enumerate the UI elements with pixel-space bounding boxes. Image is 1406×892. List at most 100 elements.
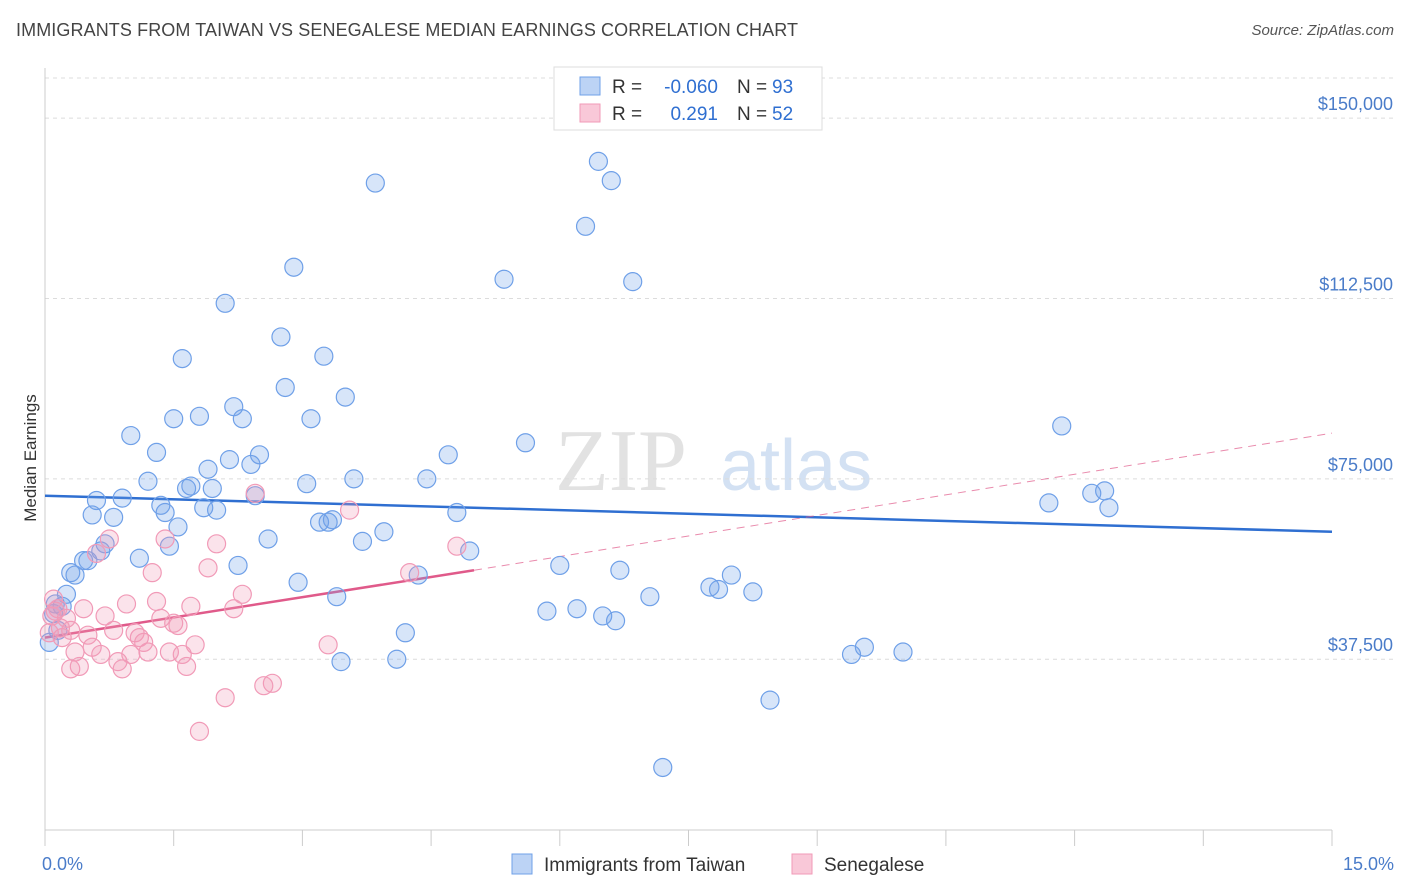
taiwan-point xyxy=(327,587,347,607)
taiwan-point xyxy=(653,757,673,778)
senegalese-point xyxy=(43,589,64,609)
legend-n-label-senegalese: N = xyxy=(737,104,767,125)
taiwan-point xyxy=(155,502,175,523)
senegalese-point xyxy=(185,635,205,655)
bottom-legend-label-senegalese: Senegalese xyxy=(824,855,924,876)
taiwan-point xyxy=(417,469,437,489)
taiwan-point xyxy=(86,490,107,511)
taiwan-point xyxy=(181,476,201,496)
taiwan-point xyxy=(314,346,334,366)
senegalese-point xyxy=(189,721,210,741)
senegalese-point xyxy=(151,608,171,628)
taiwan-point xyxy=(112,488,132,508)
taiwan-point xyxy=(721,565,742,585)
senegalese-point xyxy=(339,500,360,520)
taiwan-point xyxy=(146,442,167,463)
watermark-zip: ZIP xyxy=(555,413,687,510)
senegalese-point xyxy=(172,644,192,665)
legend-r-value-taiwan: -0.060 xyxy=(664,77,718,98)
taiwan-point xyxy=(301,409,321,429)
taiwan-point xyxy=(593,606,613,626)
legend-r-value-senegalese: 0.291 xyxy=(670,104,718,125)
taiwan-point xyxy=(537,601,557,621)
taiwan-point xyxy=(515,433,536,453)
taiwan-trend-line xyxy=(44,494,1333,534)
taiwan-point xyxy=(1095,481,1115,501)
taiwan-point xyxy=(104,507,124,527)
taiwan-point xyxy=(352,531,373,551)
taiwan-point xyxy=(395,623,415,643)
taiwan-point xyxy=(1099,498,1119,518)
taiwan-point xyxy=(387,649,407,669)
senegalese-trend-extension xyxy=(473,432,1333,571)
legend-swatch-taiwan xyxy=(579,76,601,96)
senegalese-point xyxy=(95,606,115,626)
taiwan-point xyxy=(893,642,913,662)
senegalese-point xyxy=(215,688,235,708)
senegalese-point xyxy=(74,599,94,619)
senegalese-point xyxy=(155,529,175,549)
taiwan-point xyxy=(249,445,270,465)
legend-box: R = -0.060 N = 93 R = 0.291 N = 52 xyxy=(553,66,823,131)
senegalese-point xyxy=(134,632,154,653)
senegalese-point xyxy=(400,563,420,583)
taiwan-point xyxy=(460,541,480,561)
senegalese-point xyxy=(447,536,467,556)
taiwan-point xyxy=(271,327,291,347)
taiwan-point xyxy=(588,151,609,171)
taiwan-point xyxy=(202,478,222,499)
taiwan-point xyxy=(56,584,77,604)
legend-n-label-taiwan: N = xyxy=(737,77,767,98)
senegalese-trend-line xyxy=(44,569,475,639)
senegalese-point xyxy=(61,659,81,679)
taiwan-point xyxy=(335,387,355,407)
y-axis-label: Median Earnings xyxy=(21,394,40,522)
taiwan-point xyxy=(138,471,158,491)
senegalese-point xyxy=(176,656,197,677)
taiwan-point xyxy=(344,469,364,489)
taiwan-point xyxy=(494,269,514,289)
taiwan-point xyxy=(605,611,626,631)
senegalese-point xyxy=(232,584,252,604)
taiwan-point xyxy=(438,445,458,465)
taiwan-point xyxy=(275,377,295,398)
source-label: Source: ZipAtlas.com xyxy=(1251,22,1394,39)
bottom-legend: Immigrants from Taiwan Senegalese xyxy=(511,853,924,876)
taiwan-point xyxy=(601,171,621,191)
taiwan-point xyxy=(322,510,343,530)
axes xyxy=(44,68,1333,846)
taiwan-point xyxy=(129,548,149,568)
taiwan-point xyxy=(168,517,188,537)
senegalese-point xyxy=(181,596,201,616)
taiwan-point xyxy=(854,637,874,657)
senegalese-point xyxy=(198,558,218,578)
senegalese-point xyxy=(112,659,132,679)
taiwan-point xyxy=(232,409,252,429)
taiwan-point xyxy=(207,500,227,520)
senegalese-point xyxy=(207,534,227,554)
taiwan-point xyxy=(610,560,630,580)
bottom-legend-label-taiwan: Immigrants from Taiwan xyxy=(544,855,745,876)
taiwan-point xyxy=(215,293,235,313)
taiwan-point xyxy=(1039,493,1059,513)
taiwan-point xyxy=(82,505,102,525)
data-points xyxy=(39,151,1119,778)
taiwan-point xyxy=(575,216,596,236)
y-tick-label: $112,500 xyxy=(1319,274,1393,294)
legend-n-value-senegalese: 52 xyxy=(772,104,793,125)
taiwan-point xyxy=(550,555,570,576)
taiwan-point xyxy=(65,565,85,585)
taiwan-point xyxy=(623,272,643,292)
senegalese-point xyxy=(78,625,98,645)
senegalese-point xyxy=(56,608,77,628)
taiwan-point xyxy=(219,450,240,470)
taiwan-point xyxy=(331,652,351,672)
senegalese-point xyxy=(142,563,162,583)
legend-r-label-taiwan: R = xyxy=(612,77,642,98)
taiwan-point xyxy=(258,529,278,549)
senegalese-point xyxy=(91,644,111,665)
senegalese-point xyxy=(104,620,124,640)
taiwan-point xyxy=(760,690,780,710)
taiwan-point xyxy=(640,587,660,607)
